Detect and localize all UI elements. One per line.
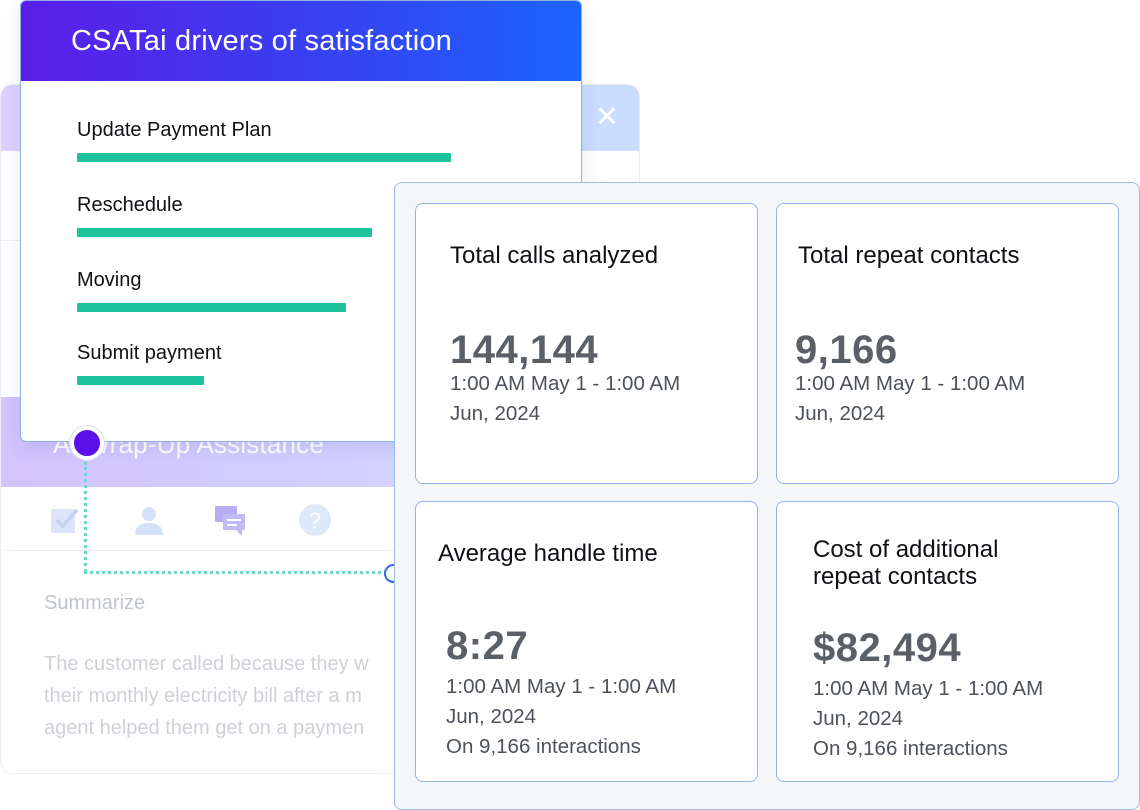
metric-value: $82,494 xyxy=(813,626,962,670)
close-icon[interactable]: ✕ xyxy=(595,100,619,133)
date-range-line: 1:00 AM May 1 - 1:00 AM xyxy=(813,677,1044,700)
connector-start-dot xyxy=(70,426,104,460)
metric-title: Total repeat contacts xyxy=(798,242,1020,269)
summary-text: The customer called because they w their… xyxy=(44,648,404,744)
date-range-line: Jun, 2024 xyxy=(813,707,904,730)
person-icon[interactable] xyxy=(132,503,166,537)
date-range-line: 1:00 AM May 1 - 1:00 AM xyxy=(450,372,681,395)
csat-title: CSATai drivers of satisfaction xyxy=(71,24,452,57)
metric-value: 9,166 xyxy=(795,328,898,372)
driver-bar xyxy=(77,228,372,237)
driver-item[interactable]: Submit payment xyxy=(77,342,222,385)
metric-title: Cost of additional repeat contacts xyxy=(813,536,998,590)
metric-date-range: 1:00 AM May 1 - 1:00 AM Jun, 2024 On 9,1… xyxy=(446,672,676,762)
metrics-panel: Total calls analyzed 144,144 1:00 AM May… xyxy=(394,182,1140,810)
summary-line: their monthly electricity bill after a m xyxy=(44,685,362,707)
metric-card-handle-time[interactable]: Average handle time 8:27 1:00 AM May 1 -… xyxy=(415,501,758,782)
summary-line: agent helped them get on a paymen xyxy=(44,717,365,739)
metric-title: Average handle time xyxy=(438,540,658,567)
summarize-label: Summarize xyxy=(44,592,146,614)
metric-card-total-calls[interactable]: Total calls analyzed 144,144 1:00 AM May… xyxy=(415,203,758,484)
metric-card-repeat-cost[interactable]: Cost of additional repeat contacts $82,4… xyxy=(776,501,1119,782)
chat-icon[interactable] xyxy=(214,503,248,537)
wrapup-toolbar: ? xyxy=(1,487,639,551)
driver-bar xyxy=(77,376,204,385)
driver-bar xyxy=(77,153,451,162)
svg-text:?: ? xyxy=(309,508,321,533)
metric-value: 144,144 xyxy=(450,328,599,372)
interactions-note: On 9,166 interactions xyxy=(813,737,1008,760)
metric-title: Total calls analyzed xyxy=(450,242,659,269)
connector-line xyxy=(84,462,87,572)
driver-bar xyxy=(77,303,346,312)
metric-title-line: repeat contacts xyxy=(813,563,978,590)
connector-line xyxy=(84,571,387,574)
metric-date-range: 1:00 AM May 1 - 1:00 AM Jun, 2024 On 9,1… xyxy=(813,674,1043,764)
date-range-line: Jun, 2024 xyxy=(446,705,537,728)
driver-label: Reschedule xyxy=(77,194,183,216)
help-icon[interactable]: ? xyxy=(298,503,332,537)
driver-item[interactable]: Update Payment Plan xyxy=(77,119,451,162)
date-range-line: Jun, 2024 xyxy=(795,402,886,425)
metric-value: 8:27 xyxy=(446,624,529,668)
metric-date-range: 1:00 AM May 1 - 1:00 AM Jun, 2024 xyxy=(795,369,1025,429)
date-range-line: Jun, 2024 xyxy=(450,402,541,425)
driver-label: Update Payment Plan xyxy=(77,119,272,141)
csat-header: CSATai drivers of satisfaction xyxy=(21,1,581,81)
metric-card-repeat-contacts[interactable]: Total repeat contacts 9,166 1:00 AM May … xyxy=(776,203,1119,484)
date-range-line: 1:00 AM May 1 - 1:00 AM xyxy=(795,372,1026,395)
metric-date-range: 1:00 AM May 1 - 1:00 AM Jun, 2024 xyxy=(450,369,680,429)
driver-label: Submit payment xyxy=(77,342,222,364)
driver-item[interactable]: Reschedule xyxy=(77,194,372,237)
checklist-icon[interactable] xyxy=(49,503,83,537)
driver-label: Moving xyxy=(77,269,142,291)
summary-line: The customer called because they w xyxy=(44,653,369,675)
metric-title-line: Cost of additional xyxy=(813,536,999,563)
driver-item[interactable]: Moving xyxy=(77,269,346,312)
interactions-note: On 9,166 interactions xyxy=(446,735,641,758)
date-range-line: 1:00 AM May 1 - 1:00 AM xyxy=(446,675,677,698)
